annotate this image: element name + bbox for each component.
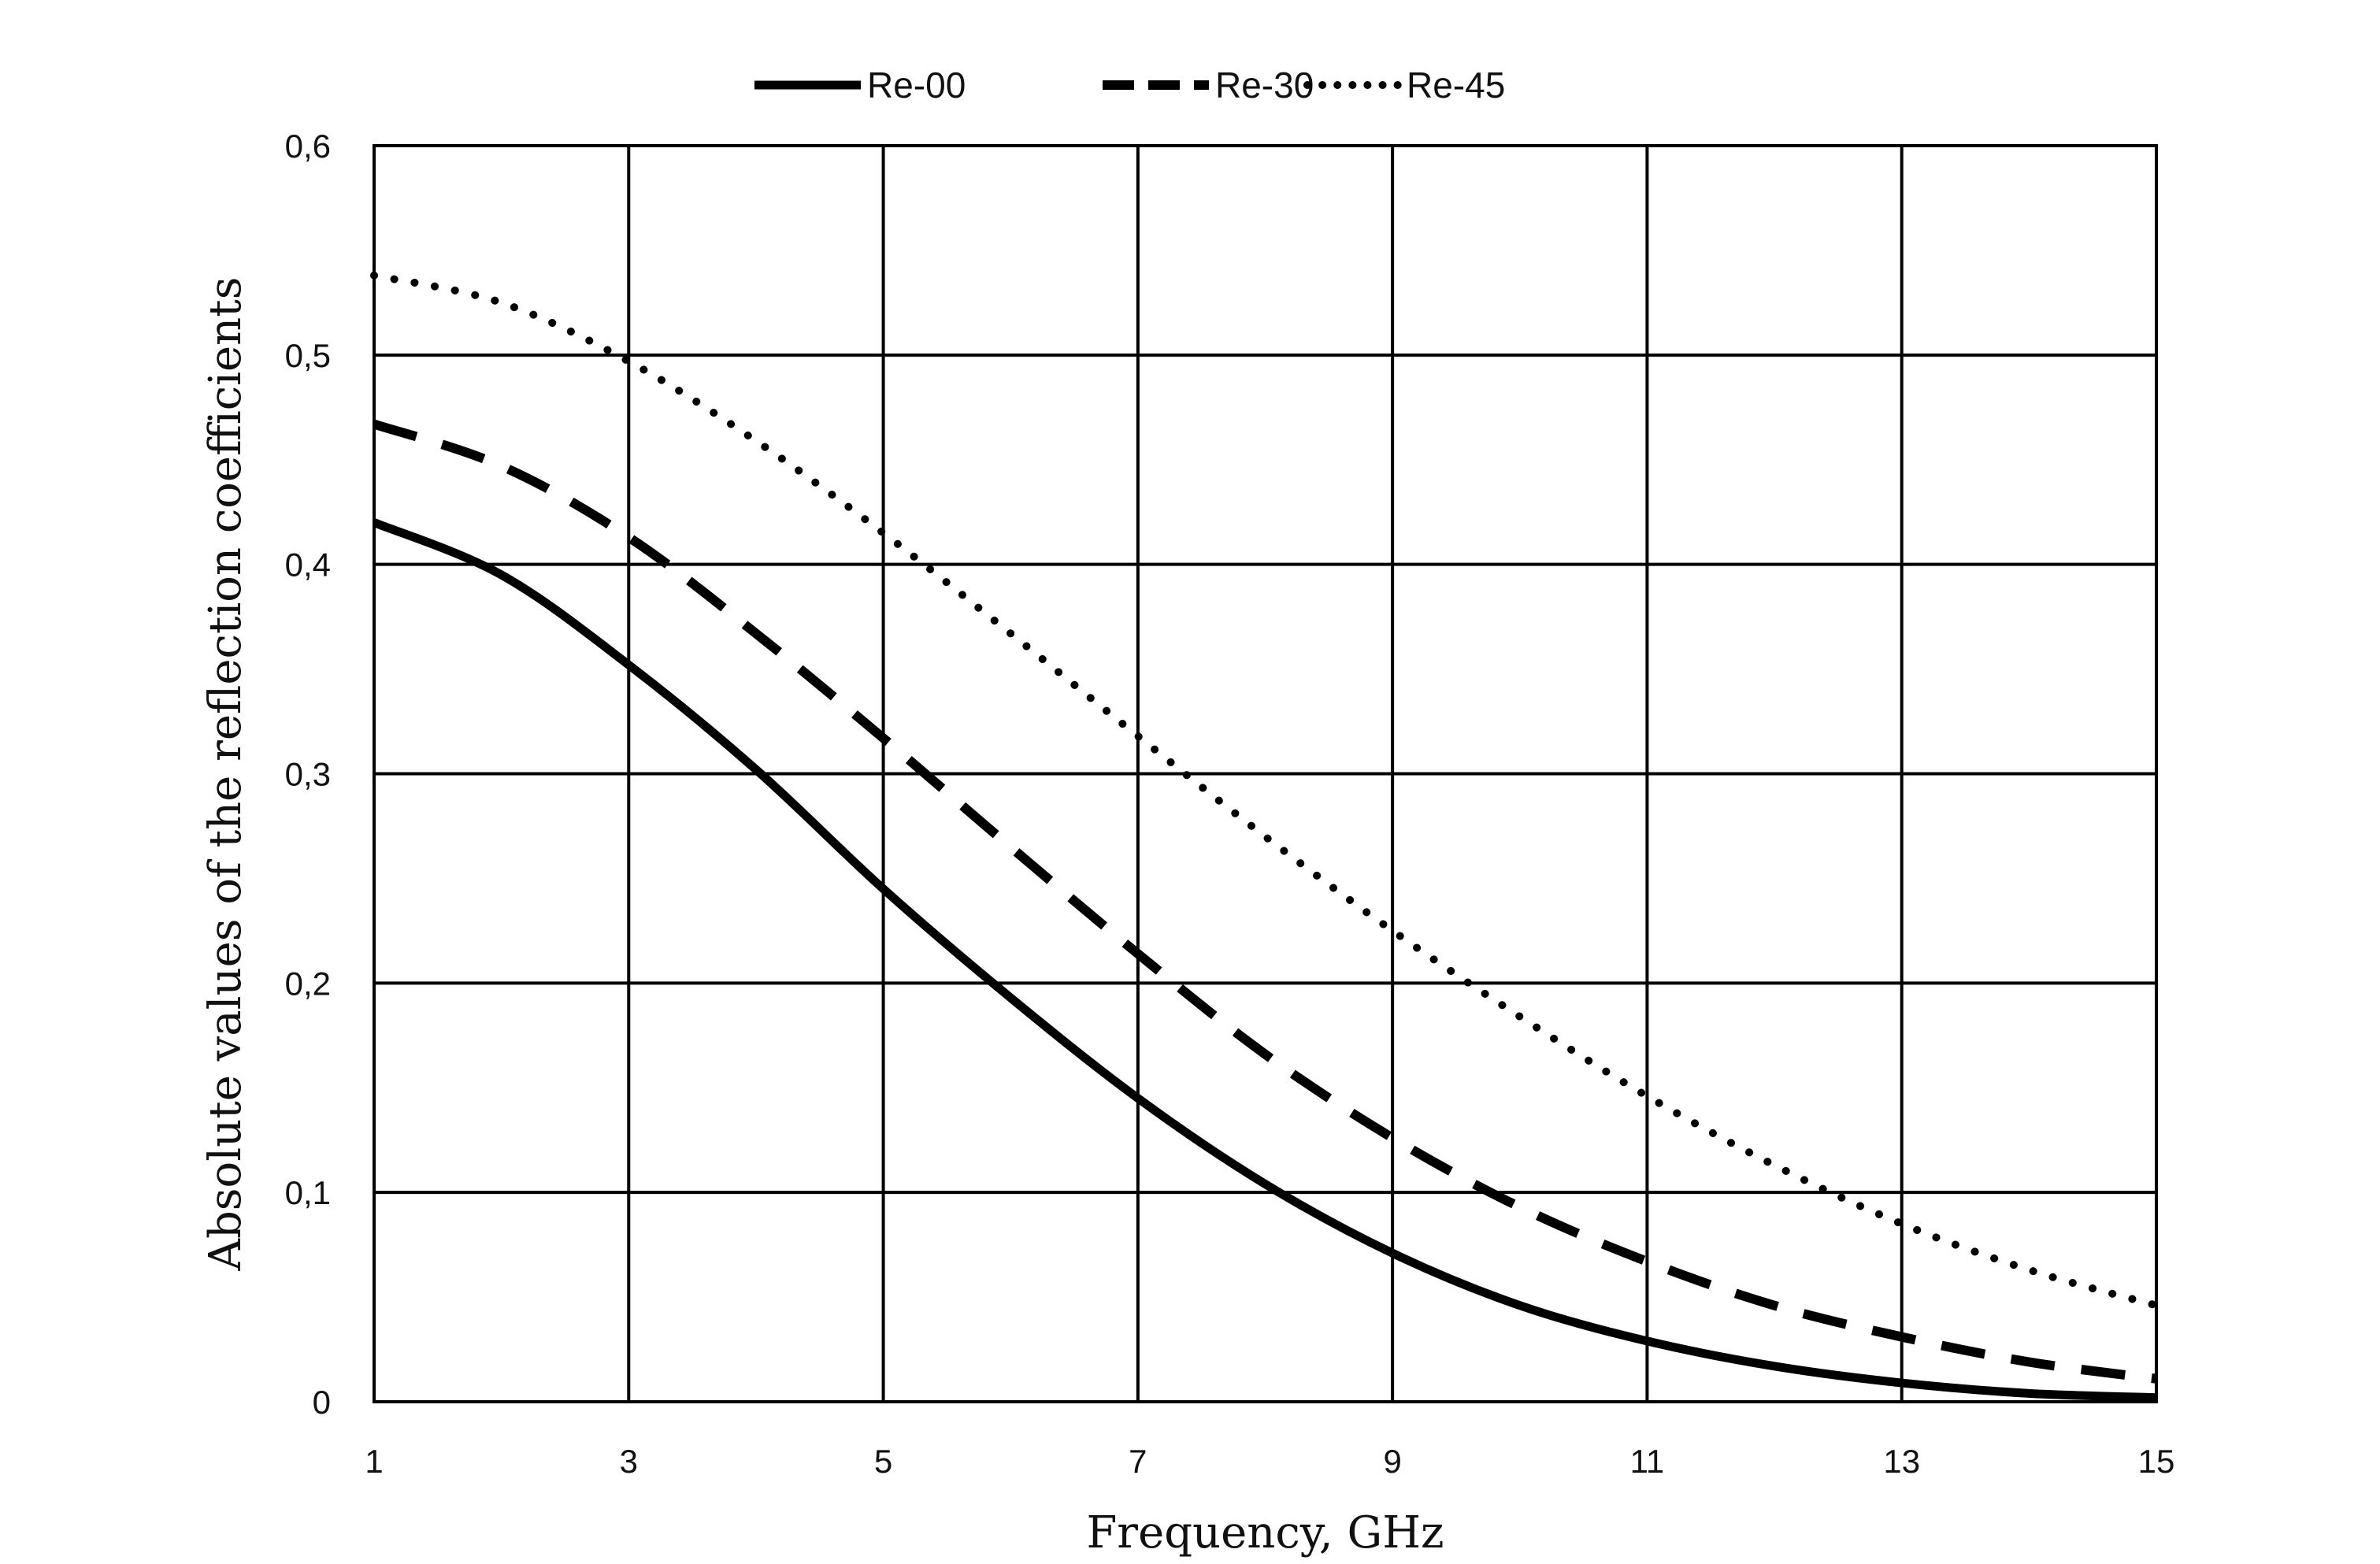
x-tick-label: 1 <box>365 1443 383 1480</box>
series-line-re-45 <box>370 271 2160 1310</box>
y-tick-label: 0,5 <box>285 337 331 374</box>
y-tick-label: 0,1 <box>285 1174 331 1211</box>
x-tick-label: 11 <box>1630 1443 1665 1480</box>
y-tick-label: 0,4 <box>285 547 331 584</box>
y-axis-tick-labels: 0 0,1 0,2 0,3 0,4 0,5 0,6 <box>285 128 331 1421</box>
series-lines <box>370 271 2160 1403</box>
x-tick-label: 5 <box>874 1443 892 1480</box>
x-axis-tick-labels: 1 3 5 7 9 11 13 15 <box>365 1443 2174 1480</box>
x-axis-title: Frequency, GHz <box>1086 1507 1444 1558</box>
x-tick-label: 7 <box>1129 1443 1147 1480</box>
x-tick-label: 3 <box>620 1443 638 1480</box>
y-tick-label: 0,3 <box>285 756 331 793</box>
legend-label-re-00: Re-00 <box>867 65 966 106</box>
legend: Re-00 Re-30 Re-45 <box>754 65 1505 106</box>
x-tick-label: 13 <box>1883 1443 1920 1480</box>
x-tick-label: 9 <box>1383 1443 1401 1480</box>
legend-label-re-30: Re-30 <box>1215 65 1314 106</box>
y-axis-title: Absolute values of the reflection coeffi… <box>200 277 251 1272</box>
x-tick-label: 15 <box>2138 1443 2175 1480</box>
series-line-re-30 <box>373 419 2157 1384</box>
y-tick-label: 0,6 <box>285 128 331 165</box>
y-tick-label: 0,2 <box>285 965 331 1002</box>
plot-area-frame <box>373 144 2158 1403</box>
y-tick-label: 0 <box>313 1384 331 1421</box>
legend-label-re-45: Re-45 <box>1407 65 1505 106</box>
series-line-re-00 <box>372 518 2157 1403</box>
